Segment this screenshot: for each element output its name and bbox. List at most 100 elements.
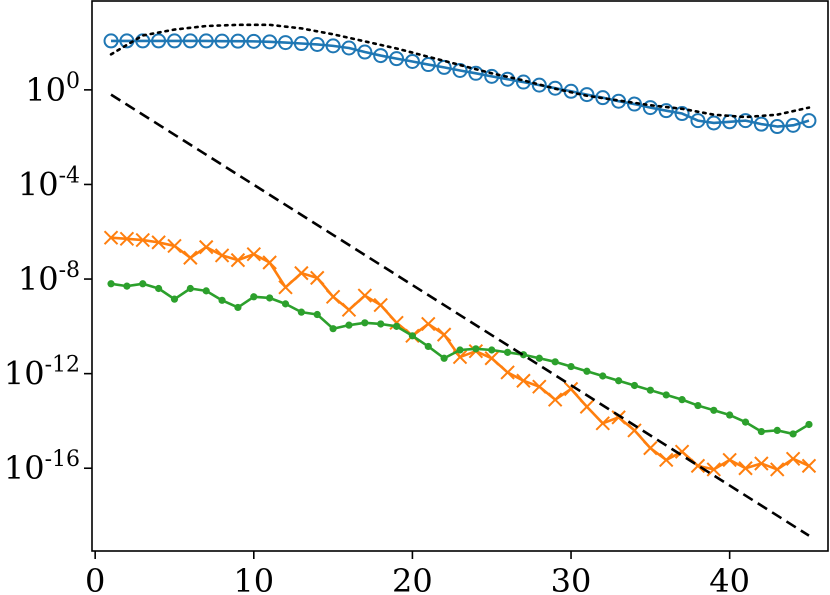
series-2-point: [567, 362, 575, 371]
series-0-point: [722, 114, 738, 130]
series-1-point: [103, 230, 119, 245]
series-2-point: [615, 377, 623, 385]
series-2-point: [392, 322, 401, 330]
series-1-point: [547, 392, 563, 407]
series-2-point: [139, 280, 147, 288]
series-0-point: [801, 113, 817, 129]
series-2-point: [583, 367, 591, 375]
series-0-point: [785, 117, 801, 133]
series-2-point: [155, 284, 163, 293]
series-1-point: [770, 462, 785, 477]
series-1-point: [325, 289, 341, 304]
series-2-point: [678, 396, 686, 404]
series-2-point: [599, 372, 607, 380]
y-tick-label: 10-12: [4, 353, 80, 393]
series-1-point: [754, 456, 769, 471]
series-1-point: [341, 302, 357, 317]
series-2-point: [535, 354, 543, 362]
series-1-point: [357, 288, 373, 303]
series-0-point: [357, 44, 373, 60]
series-1-point: [214, 248, 230, 263]
series-2-point: [503, 348, 512, 356]
series-1-point: [674, 444, 690, 459]
series-0-point: [166, 33, 182, 49]
series-0-point: [706, 115, 722, 131]
y-tick-label: 10-8: [18, 258, 80, 298]
series-1-point: [135, 232, 150, 248]
series-1-point: [198, 239, 214, 255]
series-2-point: [773, 426, 781, 434]
series-0-point: [198, 33, 214, 49]
series-0-point: [278, 35, 294, 51]
series-0-point: [595, 90, 611, 106]
x-tick-label: 20: [392, 562, 433, 595]
series-1-point: [246, 247, 262, 262]
series-1-point: [722, 452, 737, 468]
series-1-point: [738, 461, 753, 476]
series-1-point: [532, 379, 547, 394]
series-0-point: [230, 33, 246, 49]
series-2-point: [266, 294, 274, 302]
y-tick-label: 10-4: [18, 163, 80, 203]
series-1-point: [373, 297, 388, 313]
series-0-point: [436, 59, 452, 75]
series-2-point: [123, 282, 131, 290]
series-0-point: [103, 33, 119, 49]
series-1-point: [500, 365, 515, 380]
series-2-point: [646, 386, 654, 394]
series-2-point: [408, 332, 417, 340]
series-0-point: [420, 57, 436, 73]
series-2-point: [377, 320, 385, 328]
series-1-point: [706, 462, 722, 477]
series-3: [109, 23, 811, 119]
series-0-point: [515, 74, 531, 90]
series-1-point: [230, 252, 246, 268]
series-2-point: [710, 406, 718, 414]
series-0-point: [404, 53, 420, 69]
series-2-point: [345, 321, 353, 329]
series-2-point: [694, 401, 702, 410]
series-2-point: [551, 358, 559, 366]
series-2-line: [110, 282, 810, 436]
series-2-point: [456, 346, 464, 354]
series-0-point: [341, 40, 357, 56]
series-0-point: [373, 48, 389, 64]
series-1-point: [801, 458, 817, 474]
x-axis: 0 10 20 30 40: [85, 551, 750, 595]
series-3-line: [109, 23, 811, 119]
series-1-point: [516, 373, 531, 388]
series-2-point: [424, 342, 432, 351]
series-1-point: [785, 451, 801, 466]
series-1-point: [310, 270, 325, 286]
series-2-point: [281, 300, 290, 308]
series-0-point: [690, 113, 706, 129]
series-2-point: [789, 430, 797, 438]
series-1-point: [579, 399, 595, 414]
series-2-point: [202, 287, 210, 295]
series-1-point: [278, 280, 293, 295]
series-0-point: [753, 116, 769, 132]
series-1-point: [563, 381, 579, 397]
series-1-point: [167, 238, 182, 254]
series-1-point: [151, 235, 166, 250]
series-0-point: [309, 36, 325, 52]
series-2-point: [170, 295, 179, 303]
series-0-point: [769, 119, 785, 135]
series-1-point: [119, 231, 135, 247]
series-0-point: [626, 96, 642, 112]
series-1-point: [262, 255, 277, 270]
series-1-point: [643, 440, 658, 456]
series-2-point: [472, 345, 480, 353]
x-tick-label: 0: [85, 562, 105, 595]
series-0-point: [468, 65, 484, 81]
series-1-point: [294, 265, 309, 281]
series-0-point: [531, 77, 547, 93]
series-0-point: [674, 106, 690, 122]
series-2-point: [329, 325, 337, 333]
series-4: [110, 93, 810, 537]
series-2-point: [805, 420, 813, 429]
series-2-point: [630, 381, 639, 390]
series-0-point: [484, 68, 500, 84]
y-tick-label: 10-16: [4, 447, 80, 487]
